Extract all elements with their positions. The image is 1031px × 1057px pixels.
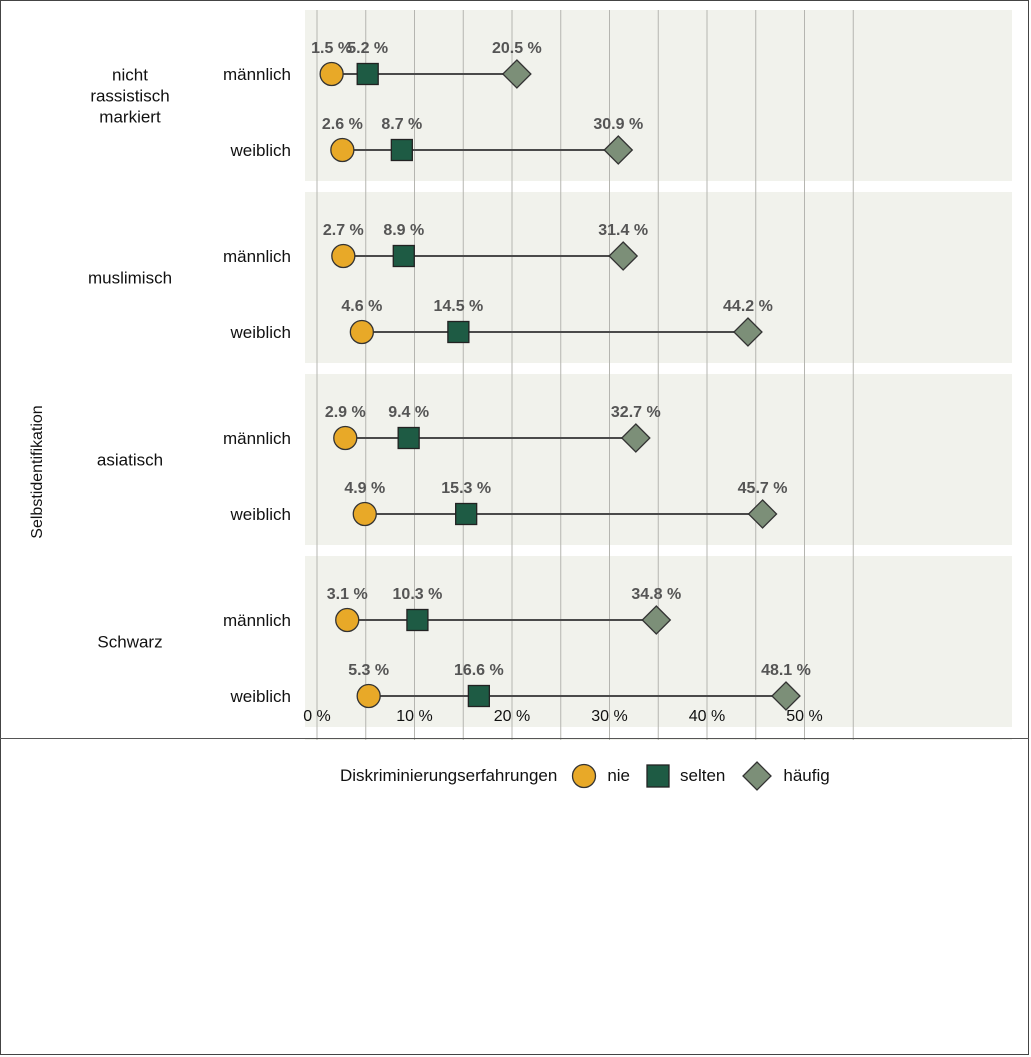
data-label: 2.7 % xyxy=(323,222,364,239)
group-label: rassistisch xyxy=(90,87,169,106)
data-label: 5.2 % xyxy=(347,40,388,57)
legend-item-nie: nie xyxy=(571,763,634,789)
circle-marker-icon xyxy=(572,763,597,789)
data-label: 31.4 % xyxy=(598,222,648,239)
x-tick-label: 30 % xyxy=(591,708,627,725)
legend-divider xyxy=(0,738,1029,739)
data-label: 34.8 % xyxy=(631,586,681,603)
legend-label: nie xyxy=(607,766,631,785)
y-axis-label: Selbstidentifikation xyxy=(29,405,46,538)
marker-haeufig xyxy=(747,499,778,529)
marker-haeufig xyxy=(771,681,801,711)
marker-nie xyxy=(335,607,360,633)
marker-selten xyxy=(390,138,413,162)
group-label: markiert xyxy=(99,108,161,127)
data-label: 20.5 % xyxy=(492,40,542,57)
marker-haeufig xyxy=(733,317,763,347)
marker-selten xyxy=(447,320,470,344)
category-labels: nicht rassistisch markiert männlich weiblich… xyxy=(88,65,291,706)
x-tick-label: 40 % xyxy=(689,708,725,725)
marker-haeufig xyxy=(620,423,651,453)
data-label: 4.6 % xyxy=(341,298,382,315)
x-tick-label: 10 % xyxy=(396,708,432,725)
data-label: 4.9 % xyxy=(344,480,385,497)
data-label: 3.1 % xyxy=(327,586,368,603)
data-label: 44.2 % xyxy=(723,298,773,315)
data-label: 32.7 % xyxy=(611,404,661,421)
row-label: männlich xyxy=(223,65,291,84)
marker-haeufig xyxy=(641,605,672,635)
group-label: asiatisch xyxy=(97,451,163,470)
marker-selten xyxy=(397,426,420,450)
marker-nie xyxy=(352,501,377,527)
data-label: 1.5 % xyxy=(311,40,352,57)
x-axis: 0 % 10 % 20 % 30 % 40 % 50 % xyxy=(303,708,823,725)
x-tick-label: 0 % xyxy=(303,708,331,725)
marker-haeufig xyxy=(603,135,634,165)
marker-nie xyxy=(333,425,358,451)
data-label: 30.9 % xyxy=(593,116,643,133)
row-label: weiblich xyxy=(230,505,291,524)
data-label: 8.7 % xyxy=(381,116,422,133)
data-label: 10.3 % xyxy=(393,586,443,603)
dumbbell-chart: 1.5 %5.2 % 20.5 % 2.6 % 8.7 % 30.9 % 2.7 % 8.9… xyxy=(29,10,1012,740)
row-label: weiblich xyxy=(230,687,291,706)
data-label: 45.7 % xyxy=(738,480,788,497)
legend-item-haeufig: häufig xyxy=(741,760,833,792)
legend-item-selten: selten xyxy=(646,764,729,788)
legend-title: Diskriminierungserfahrungen xyxy=(340,766,558,785)
data-label: 16.6 % xyxy=(454,662,504,679)
data-label: 48.1 % xyxy=(761,662,811,679)
marker-haeufig xyxy=(501,59,532,89)
x-tick-label: 50 % xyxy=(786,708,822,725)
data-label: 2.6 % xyxy=(322,116,363,133)
x-tick-label: 20 % xyxy=(494,708,530,725)
group-label: muslimisch xyxy=(88,269,172,288)
legend-label: häufig xyxy=(783,766,830,785)
marker-haeufig xyxy=(608,241,639,271)
legend: Diskriminierungserfahrungen nie selten h… xyxy=(340,758,846,794)
row-label: männlich xyxy=(223,247,291,266)
marker-selten xyxy=(392,244,415,268)
marker-nie xyxy=(349,319,375,345)
legend-label: selten xyxy=(680,766,726,785)
group-label: Schwarz xyxy=(97,633,162,652)
diamond-marker-icon xyxy=(742,761,773,791)
marker-selten xyxy=(455,502,478,526)
marker-nie xyxy=(331,243,356,269)
data-marks: 1.5 %5.2 % 20.5 % 2.6 % 8.7 % 30.9 % 2.7 % 8.9… xyxy=(311,40,811,711)
marker-nie xyxy=(356,683,381,709)
data-label: 14.5 % xyxy=(433,298,483,315)
row-label: weiblich xyxy=(230,323,291,342)
square-marker-icon xyxy=(646,764,670,788)
marker-selten xyxy=(356,62,379,86)
group-label: nicht xyxy=(112,66,148,85)
row-label: männlich xyxy=(223,611,291,630)
data-label: 9.4 % xyxy=(388,404,429,421)
data-label: 15.3 % xyxy=(441,480,491,497)
row-label: weiblich xyxy=(230,141,291,160)
row-label: männlich xyxy=(223,429,291,448)
marker-selten xyxy=(406,608,429,632)
data-label: 8.9 % xyxy=(383,222,424,239)
gridlines xyxy=(316,10,854,740)
marker-selten xyxy=(467,684,491,708)
marker-nie xyxy=(319,61,344,87)
data-label: 5.3 % xyxy=(348,662,389,679)
data-label: 2.9 % xyxy=(325,404,366,421)
marker-nie xyxy=(330,137,355,163)
